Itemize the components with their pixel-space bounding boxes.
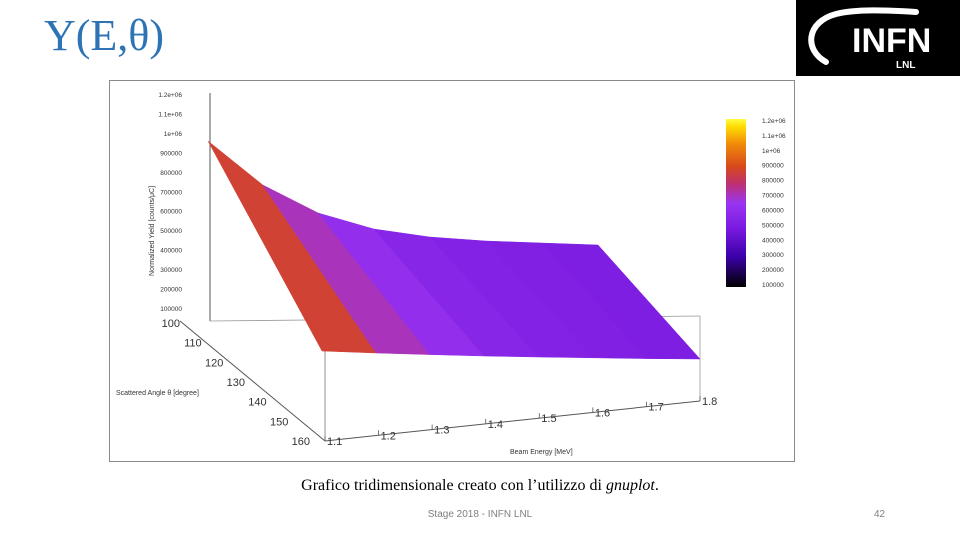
- colorbar-tick-label: 500000: [762, 222, 784, 229]
- colorbar-tick-label: 100000: [762, 282, 784, 289]
- colorbar-tick-label: 300000: [762, 252, 784, 259]
- y-tick-label: 110: [184, 338, 202, 350]
- x-tick-label: 1.2: [381, 430, 396, 442]
- colorbar-tick-label: 600000: [762, 207, 784, 214]
- x-tick-label: 1.7: [648, 402, 663, 414]
- colorbar-tick-label: 200000: [762, 267, 784, 274]
- z-tick-label: 500000: [160, 228, 182, 235]
- svg-text:INFN: INFN: [852, 22, 931, 60]
- y-axis-line: [179, 320, 326, 442]
- z-tick-label: 600000: [160, 209, 182, 216]
- x-tick-label: 1.6: [595, 407, 610, 419]
- x-tick-label: 1.1: [327, 436, 342, 448]
- y-tick-label: 140: [248, 397, 266, 409]
- x-tick-label: 1.8: [702, 396, 717, 408]
- x-tick-label: 1.5: [541, 413, 556, 425]
- x-tick-label: 1.3: [434, 425, 449, 437]
- z-tick-label: 200000: [160, 287, 182, 294]
- surface-plot: 1.2e+06 1.1e+06 1e+06 900000 800000 700000 600…: [109, 80, 795, 462]
- z-tick-label: 400000: [160, 248, 182, 255]
- page-number: 42: [874, 509, 886, 520]
- x-axis-ticks: 1.1 1.2 1.3 1.4 1.5 1.6 1.7 1.8: [324, 396, 717, 448]
- z-tick-label: 700000: [160, 189, 182, 196]
- x-axis-label: Beam Energy [MeV]: [510, 449, 573, 456]
- yield-surface: [207, 140, 701, 360]
- caption-software: gnuplot: [605, 477, 655, 494]
- z-tick-label: 1.1e+06: [158, 111, 182, 118]
- y-tick-label: 130: [227, 377, 245, 389]
- z-tick-label: 1e+06: [164, 131, 183, 138]
- colorbar-tick-label: 900000: [762, 163, 784, 170]
- x-axis-line: [324, 400, 701, 442]
- z-tick-label: 1.2e+06: [158, 92, 182, 99]
- footer-text: Stage 2018 - INFN LNL: [427, 509, 533, 520]
- colorbar-tick-label: 400000: [762, 237, 784, 244]
- y-tick-label: 100: [162, 318, 180, 330]
- z-tick-label: 900000: [160, 150, 182, 157]
- colorbar-ticks: 1.2e+06 1.1e+06 1e+06 900000 800000 700000 600…: [762, 118, 786, 289]
- colorbar-tick-label: 1e+06: [762, 148, 781, 155]
- x-tick-label: 1.4: [488, 419, 503, 431]
- y-tick-label: 150: [270, 416, 288, 428]
- z-axis-ticks: 1.2e+06 1.1e+06 1e+06 900000 800000 700000 600…: [158, 92, 182, 313]
- colorbar: [726, 119, 746, 287]
- slide-title: Y(E,θ): [44, 11, 165, 60]
- infn-logo: INFN LNL: [796, 0, 960, 76]
- y-tick-label: 160: [292, 436, 310, 448]
- z-tick-label: 100000: [160, 306, 182, 313]
- colorbar-tick-label: 800000: [762, 178, 784, 185]
- z-tick-label: 300000: [160, 267, 182, 274]
- z-tick-label: 800000: [160, 170, 182, 177]
- colorbar-tick-label: 700000: [762, 193, 784, 200]
- figure-caption: Grafico tridimensionale creato con l’uti…: [0, 477, 960, 495]
- colorbar-tick-label: 1.2e+06: [762, 118, 786, 125]
- caption-end: .: [654, 477, 659, 494]
- caption-text: Grafico tridimensionale creato con l’uti…: [301, 477, 606, 494]
- surface-strip: [541, 242, 701, 360]
- y-axis-label: Scattered Angle θ [degree]: [116, 390, 199, 397]
- z-axis-label: Normalized Yield [counts/μC]: [149, 186, 156, 276]
- y-tick-label: 120: [205, 357, 223, 369]
- colorbar-tick-label: 1.1e+06: [762, 133, 786, 140]
- svg-text:LNL: LNL: [896, 60, 915, 71]
